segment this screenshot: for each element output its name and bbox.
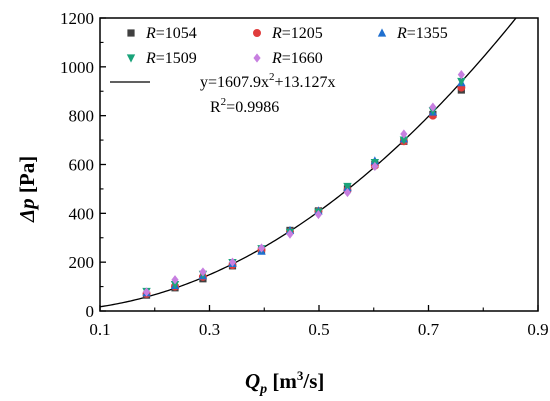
fit-r-squared: R2=0.9986 [210, 96, 279, 116]
legend-marker [126, 54, 136, 63]
legend-label: R=1660 [271, 50, 323, 67]
x-tick-label: 0.5 [308, 320, 329, 339]
data-point [343, 182, 352, 192]
y-tick-label: 1000 [60, 58, 94, 77]
fit-layer [100, 18, 517, 308]
y-axis-title: Δp [Pa] [15, 156, 39, 223]
series-3 [142, 78, 466, 297]
legend: R=1054 R=1205 R=1355 R=1509 R=1660 [110, 25, 448, 83]
data-point [400, 129, 408, 139]
data-point [257, 243, 266, 253]
data-point [314, 209, 323, 220]
legend-marker [253, 53, 261, 63]
tick-labels: 0.1 0.3 0.5 0.7 0.9 0 200 400 600 800 1000 1200 [60, 9, 549, 339]
y-tick-label: 400 [69, 204, 95, 223]
legend-label: R=1054 [145, 25, 197, 42]
y-tick-label: 200 [69, 253, 95, 272]
y-tick-label: 800 [69, 107, 95, 126]
legend-label: R=1509 [145, 50, 197, 67]
data-point [228, 257, 237, 267]
series-2 [142, 83, 466, 298]
series-5 [142, 70, 465, 297]
y-tick-label: 1200 [60, 9, 94, 28]
data-point [457, 70, 465, 80]
data-point [343, 187, 352, 198]
fit-curve [100, 18, 517, 308]
data-point [171, 275, 179, 285]
y-tick-label: 0 [86, 302, 95, 321]
data-points [142, 70, 466, 299]
legend-marker [377, 28, 387, 37]
x-tick-label: 0.7 [418, 320, 440, 339]
x-tick-label: 0.9 [527, 320, 548, 339]
legend-marker [253, 29, 261, 37]
y-tick-label: 600 [69, 156, 95, 175]
legend-marker [127, 29, 135, 37]
series-4 [142, 77, 466, 297]
data-point [457, 77, 466, 87]
data-point [199, 267, 207, 277]
x-tick-label: 0.3 [199, 320, 220, 339]
plot-frame [99, 17, 539, 312]
series-1 [142, 86, 465, 299]
x-axis-title: Qp [m3/s] [245, 368, 324, 397]
x-tick-label: 0.1 [89, 320, 110, 339]
fit-equation: y=1607.9x2+13.127x [200, 71, 336, 91]
legend-label: R=1205 [271, 25, 323, 42]
data-point [170, 281, 180, 290]
legend-label: R=1355 [396, 25, 448, 42]
data-point [371, 161, 379, 172]
data-point [429, 102, 437, 112]
data-point [286, 229, 294, 239]
data-point [142, 287, 151, 297]
data-point [399, 136, 409, 145]
